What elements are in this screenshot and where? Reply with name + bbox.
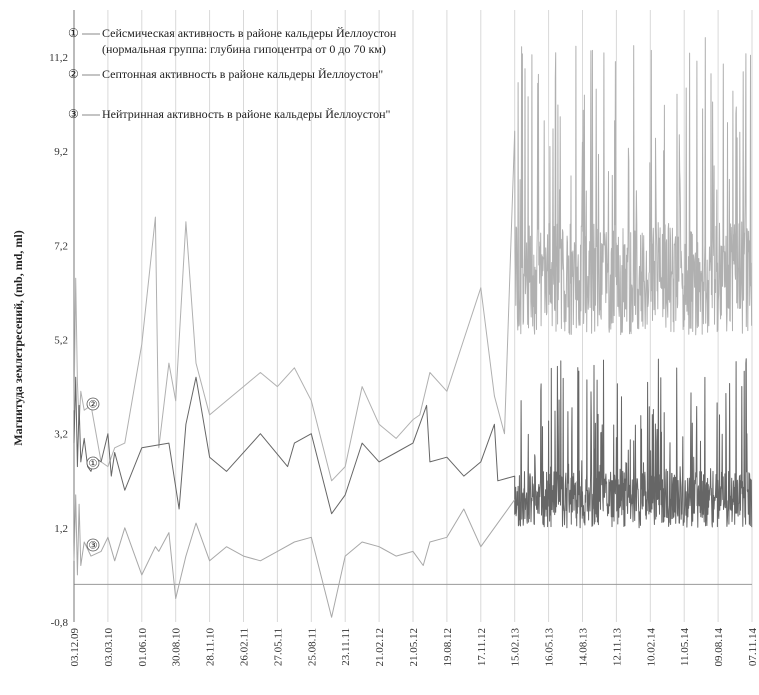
x-tick-label: 30.08.10 bbox=[171, 628, 183, 667]
series-line-2 bbox=[73, 37, 753, 482]
x-tick-label: 27.05.11 bbox=[272, 628, 284, 666]
x-tick-label: 15.02.13 bbox=[510, 628, 522, 667]
y-tick-label: 7,2 bbox=[54, 240, 68, 252]
x-tick-label: 17.11.12 bbox=[476, 628, 488, 666]
legend-text-2: Септонная активность в районе кальдеры Й… bbox=[102, 67, 383, 81]
legend-text-1: Сейсмическая активность в районе кальдер… bbox=[102, 26, 397, 40]
x-tick-label: 11.05.14 bbox=[679, 628, 691, 667]
legend: ① Сейсмическая активность в районе кальд… bbox=[68, 26, 397, 121]
legend-text-1b: (нормальная группа: глубина гипоцентра о… bbox=[102, 42, 386, 56]
y-tick-label: 3,2 bbox=[54, 429, 68, 441]
x-tick-label: 03.03.10 bbox=[103, 628, 115, 667]
series-marker-label-3: ③ bbox=[89, 541, 98, 552]
x-tick-label: 16.05.13 bbox=[544, 628, 556, 667]
series-layer bbox=[73, 37, 753, 618]
x-tick-label: 19.08.12 bbox=[442, 628, 454, 667]
x-tick-label: 07.11.14 bbox=[747, 628, 759, 667]
y-tick-label: 5,2 bbox=[54, 335, 68, 347]
series-line-1 bbox=[73, 358, 753, 529]
x-tick-label: 10.02.14 bbox=[645, 628, 657, 667]
y-tick-label: 9,2 bbox=[54, 146, 68, 158]
grid bbox=[73, 10, 753, 622]
series-marker-circle-2 bbox=[86, 397, 100, 411]
y-axis-label: Магнитуда землетресений, (mb, md, ml) bbox=[11, 230, 25, 445]
legend-marker-1: ① bbox=[68, 26, 79, 40]
x-tick-label: 23.11.11 bbox=[340, 628, 352, 666]
legend-marker-3: ③ bbox=[68, 107, 79, 121]
legend-item-1: ① Сейсмическая активность в районе кальд… bbox=[68, 26, 397, 56]
x-tick-label: 28.11.10 bbox=[205, 628, 217, 667]
legend-item-2: ② Септонная активность в районе кальдеры… bbox=[68, 67, 383, 81]
legend-item-3: ③ Нейтринная активность в районе кальдер… bbox=[68, 107, 391, 121]
x-tick-label: 25.08.11 bbox=[306, 628, 318, 666]
series-markers: ② ① ③ bbox=[86, 397, 100, 552]
x-tick-label: 21.02.12 bbox=[374, 628, 386, 667]
x-tick-label: 26.02.11 bbox=[239, 628, 251, 666]
x-tick-label: 09.08.14 bbox=[713, 628, 725, 667]
y-tick-labels: -0,8 1,2 3,2 5,2 7,2 9,2 11,2 bbox=[49, 52, 68, 629]
y-tick-label: 1,2 bbox=[54, 523, 68, 535]
series-marker-label-1: ① bbox=[89, 459, 98, 470]
y-tick-label: 11,2 bbox=[49, 52, 68, 64]
series-marker-label-2: ② bbox=[89, 400, 98, 411]
legend-marker-2: ② bbox=[68, 67, 79, 81]
x-tick-labels: 03.12.09 03.03.10 01.06.10 30.08.10 28.11.10… bbox=[69, 628, 759, 667]
x-tick-label: 01.06.10 bbox=[137, 628, 149, 667]
x-tick-label: 12.11.13 bbox=[611, 628, 623, 667]
series-marker-circle-3 bbox=[86, 538, 100, 552]
legend-text-3: Нейтринная активность в районе кальдеры … bbox=[102, 107, 391, 121]
x-tick-label: 21.05.12 bbox=[408, 628, 420, 667]
series-marker-circle-1 bbox=[86, 456, 100, 470]
x-tick-label: 14.08.13 bbox=[578, 628, 590, 667]
series-line-3 bbox=[73, 494, 516, 618]
y-tick-label: -0,8 bbox=[51, 617, 69, 629]
x-tick-label: 03.12.09 bbox=[69, 628, 81, 667]
